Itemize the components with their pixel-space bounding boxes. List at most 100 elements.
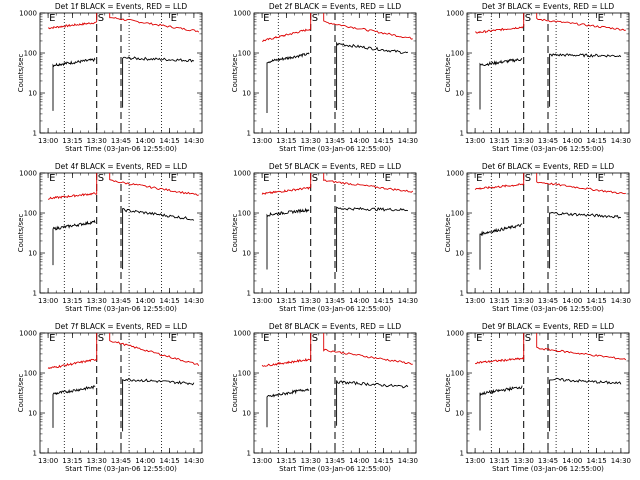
x-tick-label: 13:30 — [87, 457, 107, 465]
events-series-line — [266, 52, 310, 113]
y-tick-label: 1 — [460, 290, 464, 298]
x-tick-label: 13:30 — [514, 457, 534, 465]
marker-label-E-end: E — [171, 173, 177, 184]
y-tick-label: 10 — [455, 250, 464, 258]
x-tick-label: 14:15 — [587, 457, 607, 465]
panel-title: Det 5f BLACK = Events, RED = LLD — [269, 162, 402, 171]
x-axis-label: Start Time (03-Jan-06 12:55:00) — [279, 465, 391, 473]
y-axis-label: Counts/sec — [17, 374, 25, 413]
y-tick-label: 1000 — [233, 170, 251, 178]
x-tick-label: 14:30 — [398, 137, 418, 145]
marker-label-E-start: E — [263, 173, 269, 184]
x-tick-label: 14:00 — [135, 297, 155, 305]
marker-label-E-start: E — [263, 13, 269, 24]
panel-title: Det 8f BLACK = Events, RED = LLD — [269, 322, 402, 331]
x-tick-label: 14:15 — [160, 137, 180, 145]
panel-title: Det 2f BLACK = Events, RED = LLD — [269, 2, 402, 11]
y-tick-label: 10 — [28, 410, 37, 418]
y-tick-label: 10 — [455, 410, 464, 418]
marker-label-S: S — [312, 173, 318, 184]
x-tick-label: 13:30 — [301, 297, 321, 305]
x-tick-label: 13:00 — [252, 457, 272, 465]
x-tick-label: 14:15 — [160, 457, 180, 465]
x-tick-label: 13:15 — [276, 297, 296, 305]
x-tick-label: 13:30 — [301, 457, 321, 465]
x-tick-label: 13:45 — [325, 137, 345, 145]
x-tick-label: 13:30 — [87, 137, 107, 145]
y-tick-label: 10 — [28, 90, 37, 98]
lld-series-line — [323, 173, 414, 193]
events-series-line — [122, 208, 195, 270]
x-tick-label: 13:00 — [252, 137, 272, 145]
lld-series-line — [475, 13, 525, 34]
x-tick-label: 14:00 — [562, 297, 582, 305]
x-tick-label: 14:00 — [562, 137, 582, 145]
y-tick-label: 1000 — [233, 330, 251, 338]
x-tick-label: 14:30 — [184, 297, 204, 305]
x-tick-label: 13:45 — [538, 457, 558, 465]
y-tick-label: 10 — [455, 90, 464, 98]
x-tick-label: 13:45 — [325, 457, 345, 465]
y-tick-label: 1 — [460, 130, 464, 138]
x-axis-label: Start Time (03-Jan-06 12:55:00) — [279, 305, 391, 313]
lld-series-line — [474, 333, 525, 365]
marker-label-E-start: E — [49, 333, 55, 344]
x-tick-label: 13:30 — [301, 137, 321, 145]
lld-series-line — [47, 333, 98, 369]
marker-label-S: S — [98, 13, 104, 24]
panel-title: Det 9f BLACK = Events, RED = LLD — [482, 322, 615, 331]
events-series-line — [479, 385, 523, 431]
x-tick-label: 13:30 — [514, 137, 534, 145]
x-tick-label: 14:15 — [160, 297, 180, 305]
x-tick-label: 14:00 — [135, 457, 155, 465]
events-series-line — [549, 53, 622, 107]
y-tick-label: 100 — [451, 210, 464, 218]
y-tick-label: 1 — [33, 450, 37, 458]
lld-series-line — [109, 333, 200, 366]
x-axis-label: Start Time (03-Jan-06 12:55:00) — [65, 145, 177, 153]
events-series-line — [122, 378, 195, 432]
marker-label-S: S — [525, 13, 531, 24]
events-series-line — [52, 219, 96, 266]
panel-7: Det 7f BLACK = Events, RED = LLD 1 10 100 10… — [17, 322, 204, 473]
y-tick-label: 100 — [451, 370, 464, 378]
marker-label-E-end: E — [171, 13, 177, 24]
lld-series-line — [109, 173, 199, 196]
x-tick-label: 14:00 — [349, 137, 369, 145]
marker-label-E-end: E — [598, 173, 604, 184]
y-axis-label: Counts/sec — [17, 214, 25, 253]
y-tick-label: 1000 — [446, 170, 464, 178]
y-axis-label: Counts/sec — [231, 214, 239, 253]
x-tick-label: 13:30 — [514, 297, 534, 305]
x-tick-label: 14:00 — [349, 457, 369, 465]
y-axis-label: Counts/sec — [444, 54, 452, 93]
events-series-line — [336, 380, 409, 426]
events-series-line — [549, 377, 622, 432]
y-tick-label: 100 — [24, 370, 37, 378]
panel-1: Det 1f BLACK = Events, RED = LLD 1 10 100 10… — [17, 2, 204, 153]
panel-2: Det 2f BLACK = Events, RED = LLD 1 10 100 10… — [231, 2, 418, 153]
lld-series-line — [536, 13, 626, 31]
x-tick-label: 13:00 — [465, 137, 485, 145]
x-tick-label: 13:00 — [465, 457, 485, 465]
x-tick-label: 14:00 — [562, 457, 582, 465]
y-tick-label: 10 — [242, 410, 251, 418]
panel-3: Det 3f BLACK = Events, RED = LLD 1 10 100 10… — [444, 2, 631, 153]
lld-series-line — [47, 13, 98, 30]
events-series-line — [549, 211, 622, 269]
x-axis-label: Start Time (03-Jan-06 12:55:00) — [492, 465, 604, 473]
marker-label-E-start: E — [476, 333, 482, 344]
y-axis-label: Counts/sec — [231, 54, 239, 93]
x-axis-label: Start Time (03-Jan-06 12:55:00) — [279, 145, 391, 153]
x-tick-label: 13:30 — [87, 297, 107, 305]
y-tick-label: 1 — [33, 130, 37, 138]
y-tick-label: 100 — [24, 50, 37, 58]
events-series-line — [52, 385, 96, 428]
y-tick-label: 10 — [242, 250, 251, 258]
x-axis-label: Start Time (03-Jan-06 12:55:00) — [65, 465, 177, 473]
marker-label-E-start: E — [49, 173, 55, 184]
x-axis-label: Start Time (03-Jan-06 12:55:00) — [65, 305, 177, 313]
events-series-line — [266, 207, 310, 270]
x-tick-label: 13:15 — [489, 457, 509, 465]
